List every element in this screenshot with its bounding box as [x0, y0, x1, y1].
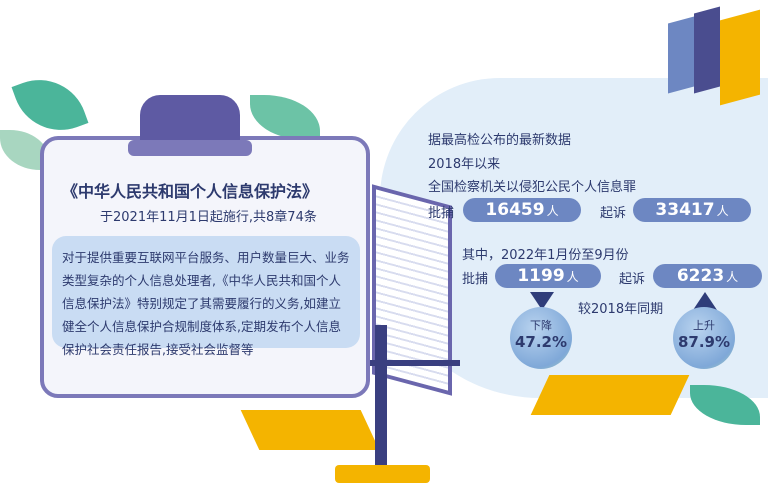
- decrease-value: 47.2%: [514, 333, 568, 351]
- clipboard-clip-bar: [128, 140, 252, 156]
- stats-intro-line: 全国检察机关以侵犯公民个人信息罪: [428, 180, 637, 195]
- recent-prosecute-label: 起诉: [619, 272, 646, 287]
- recent-prosecute-value: 6223: [676, 266, 725, 286]
- period-label: 其中，2022年1月份至9月份: [462, 248, 629, 263]
- stats-intro-line: 2018年以来: [428, 157, 501, 172]
- law-subtitle: 于2021年11月1日起施行,共8章74条: [100, 210, 317, 225]
- increase-value: 87.9%: [677, 333, 731, 351]
- total-arrest-value: 16459: [485, 200, 545, 220]
- recent-arrest-label: 批捕: [462, 272, 489, 287]
- law-description: 对于提供重要互联网平台服务、用户数量巨大、业务类型复杂的个人信息处理者,《中华人…: [52, 236, 360, 357]
- book-icon: [240, 410, 380, 450]
- recent-arrest-pill: 1199 人: [495, 264, 601, 288]
- total-prosecute-value: 33417: [655, 200, 715, 220]
- scales-beam: [300, 360, 460, 366]
- compare-label: 较2018年同期: [578, 302, 664, 317]
- unit: 人: [546, 203, 559, 218]
- unit: 人: [566, 269, 579, 284]
- unit: 人: [726, 269, 739, 284]
- triangle-up-icon: [693, 292, 717, 310]
- book-icon: [530, 375, 690, 415]
- decrease-badge: 下降 47.2%: [510, 307, 572, 369]
- increase-badge: 上升 87.9%: [673, 307, 735, 369]
- decrease-label: 下降: [530, 319, 552, 332]
- total-prosecute-label: 起诉: [600, 206, 627, 221]
- stats-intro-line: 据最高检公布的最新数据: [428, 133, 572, 148]
- triangle-down-icon: [530, 292, 554, 310]
- recent-prosecute-pill: 6223 人: [653, 264, 762, 288]
- unit: 人: [716, 203, 729, 218]
- book-icon: [668, 16, 694, 94]
- total-arrest-label: 批捕: [428, 206, 455, 221]
- recent-arrest-value: 1199: [517, 266, 565, 286]
- book-icon: [694, 6, 720, 94]
- scales-of-justice-icon: [375, 325, 387, 465]
- leaf-decoration: [250, 95, 320, 140]
- total-prosecute-pill: 33417 人: [633, 198, 751, 222]
- book-icon: [720, 9, 760, 106]
- increase-label: 上升: [693, 319, 715, 332]
- scales-base: [335, 465, 430, 483]
- law-title: 《中华人民共和国个人信息保护法》: [62, 182, 319, 201]
- total-arrest-pill: 16459 人: [463, 198, 581, 222]
